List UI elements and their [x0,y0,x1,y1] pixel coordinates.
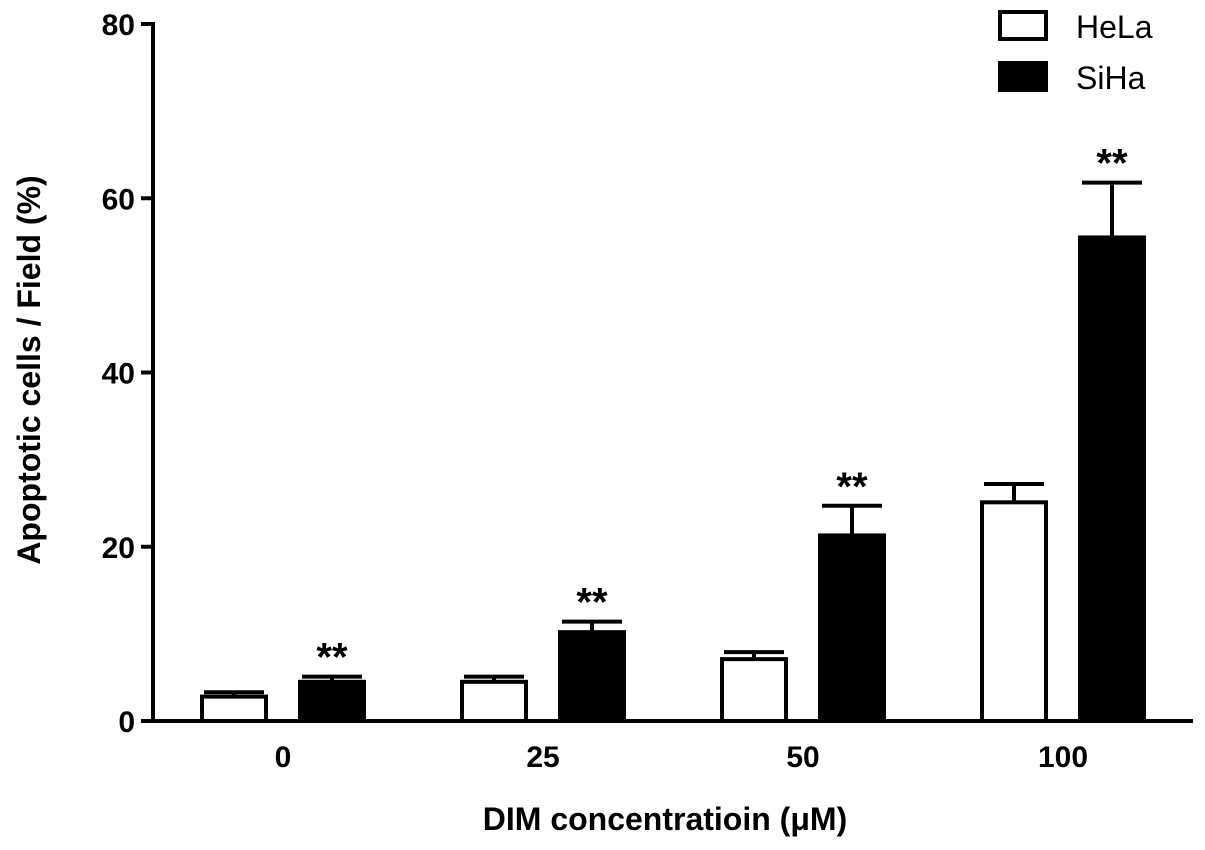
x-tick-label-100: 100 [1038,741,1088,774]
legend-swatch-siha [998,61,1048,92]
bar-hela-25 [460,679,528,724]
legend: HeLa SiHa [998,9,1153,96]
y-axis-title: Apoptotic cells / Field (%) [11,175,47,564]
bars-layer: ** ** ** ** [200,142,1146,724]
legend-label-hela: HeLa [1076,9,1153,45]
bar-hela-50 [720,657,788,723]
x-tick-label-0: 0 [275,741,292,774]
y-tick-label-60: 60 [102,183,135,216]
bar-siha-100 [1078,235,1146,724]
legend-label-siha: SiHa [1076,60,1146,96]
y-tick-label-0: 0 [118,706,135,739]
bar-siha-0 [298,679,366,724]
axes-layer: 0 20 40 60 80 0 25 50 100 DIM concentratioin (μM)… [11,9,1193,837]
bar-hela-100 [980,500,1048,723]
significance-label-100: ** [1096,142,1128,186]
bar-hela-0 [200,694,268,723]
bar-siha-25 [558,630,626,724]
legend-swatch-hela [998,10,1048,41]
significance-label-50: ** [836,465,868,509]
bar-siha-50 [818,533,886,724]
y-tick-label-80: 80 [102,9,135,42]
x-tick-label-25: 25 [526,741,559,774]
x-tick-label-50: 50 [786,741,819,774]
x-axis-title: DIM concentratioin (μM) [483,801,847,837]
y-tick-label-40: 40 [102,358,135,391]
significance-label-0: ** [316,636,348,680]
significance-label-25: ** [576,581,608,625]
y-tick-label-20: 20 [102,532,135,565]
